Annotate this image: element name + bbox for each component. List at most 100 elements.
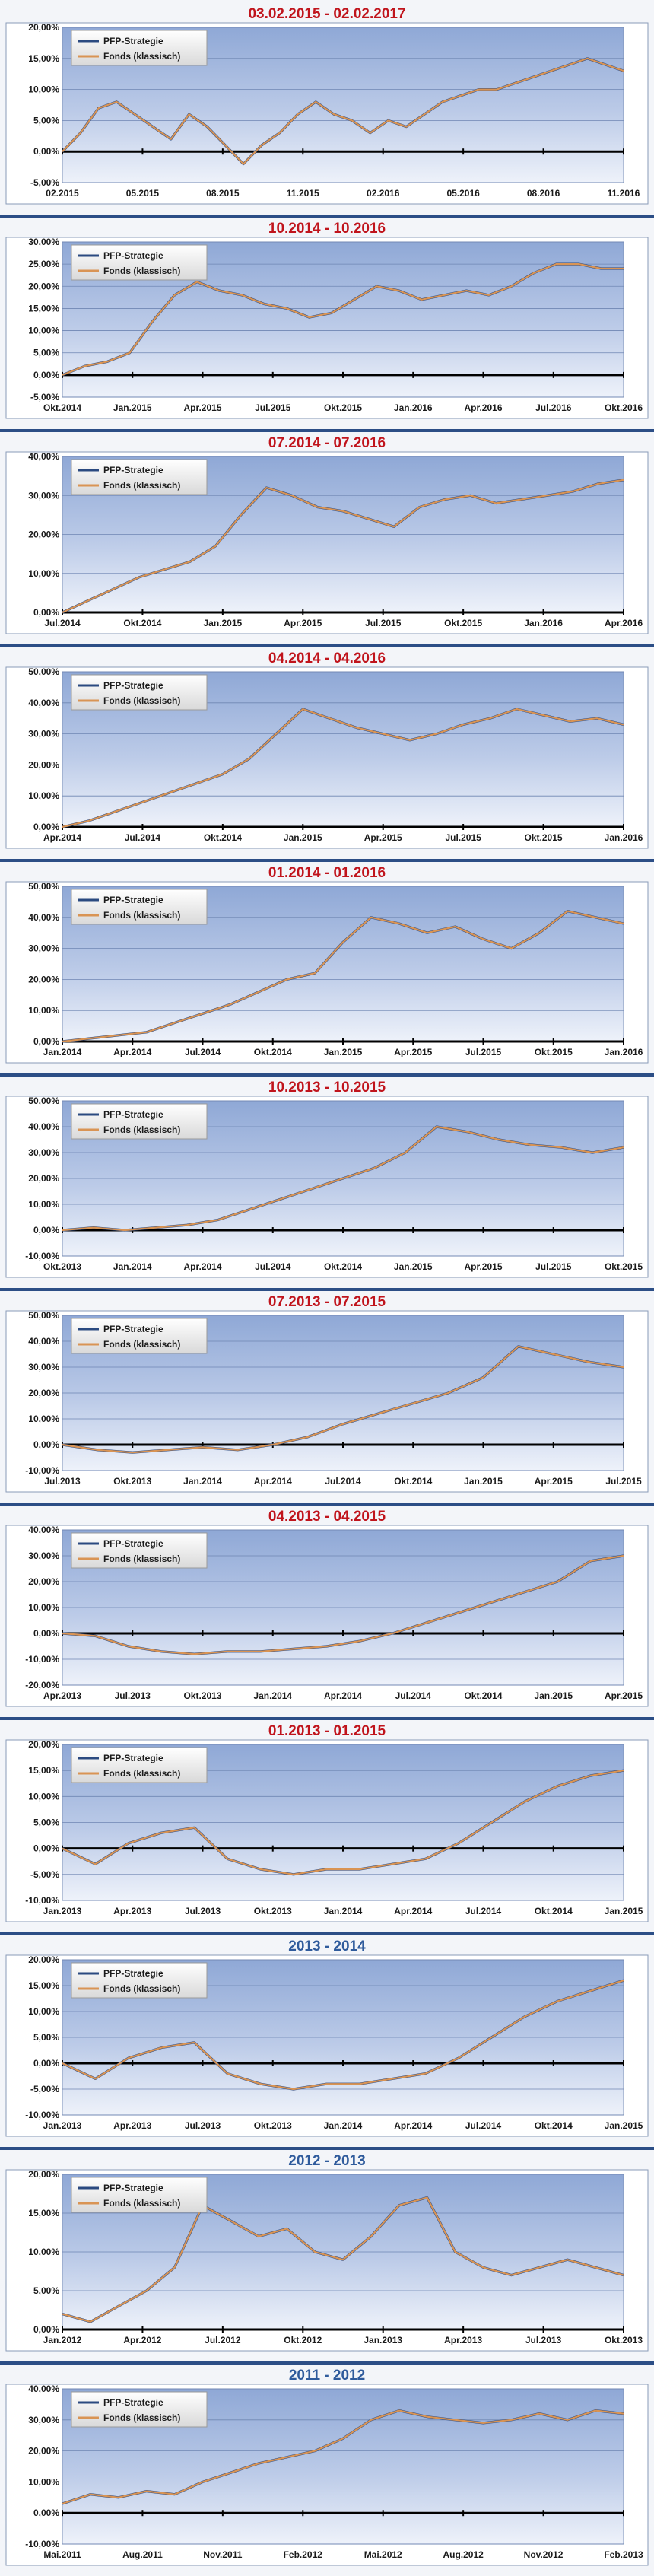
x-tick-label: Apr.2012: [123, 2335, 161, 2345]
x-tick-label: Okt.2013: [183, 1690, 221, 1701]
y-tick-label: 50,00%: [28, 1096, 59, 1106]
x-tick-label: Jul.2013: [115, 1690, 151, 1701]
chart-panel-5: 01.2014 - 01.2016 0,00% 10,00% 20,00% 30,00%…: [0, 859, 654, 1073]
x-tick-label: Jul.2013: [185, 1906, 221, 1916]
y-tick-label: 20,00%: [28, 1954, 59, 1965]
x-tick-label: Okt.2013: [113, 1476, 151, 1487]
chart-title: 07.2013 - 07.2015: [268, 1294, 386, 1310]
chart-title: 2011 - 2012: [288, 2368, 366, 2384]
x-tick-label: Jul.2015: [255, 402, 291, 413]
y-tick-label: 40,00%: [28, 2384, 59, 2394]
x-tick-label: Jan.2014: [113, 1261, 152, 1272]
panel-separator: [0, 215, 654, 218]
y-tick-label: 20,00%: [28, 530, 59, 540]
x-tick-label: Jan.2013: [43, 2120, 82, 2131]
legend: [71, 30, 208, 66]
y-tick-label: 30,00%: [28, 237, 59, 247]
legend-label: Fonds (klassisch): [103, 695, 180, 706]
x-tick-label: Okt.2016: [605, 402, 643, 413]
x-tick-label: Okt.2014: [254, 1047, 292, 1057]
legend-label: PFP-Strategie: [103, 895, 164, 905]
panel-separator: [0, 1503, 654, 1506]
series-line-fonds-klassisch: [62, 1770, 624, 1875]
series-line-fonds-klassisch: [62, 57, 624, 165]
y-tick-label: 5,00%: [33, 2285, 59, 2296]
y-tick-label: 5,00%: [33, 115, 59, 126]
x-tick-label: Nov.2012: [524, 2549, 564, 2560]
y-tick-label: 40,00%: [28, 451, 59, 462]
x-tick-label: Jul.2015: [465, 1047, 502, 1057]
x-tick-label: 02.2015: [46, 188, 79, 199]
y-tick-label: 5,00%: [33, 2032, 59, 2043]
x-tick-label: 08.2016: [527, 188, 560, 199]
x-tick-label: Apr.2015: [535, 1476, 573, 1487]
y-tick-label: 15,00%: [28, 303, 59, 313]
y-tick-label: 20,00%: [28, 1388, 59, 1398]
y-tick-label: 40,00%: [28, 1525, 59, 1535]
x-tick-label: Okt.2014: [43, 402, 81, 413]
chart-title: 01.2014 - 01.2016: [268, 865, 386, 881]
legend-label: PFP-Strategie: [103, 2397, 164, 2408]
y-tick-label: -10,00%: [25, 1895, 59, 1906]
x-tick-label: Okt.2014: [535, 1906, 573, 1916]
y-tick-label: 0,00%: [33, 2058, 59, 2069]
x-tick-label: Okt.2013: [254, 2120, 292, 2131]
series-line-fonds-klassisch: [62, 1980, 624, 2091]
x-tick-label: Apr.2015: [183, 402, 221, 413]
y-tick-label: 5,00%: [33, 348, 59, 358]
y-tick-label: 25,00%: [28, 259, 59, 269]
y-tick-label: 40,00%: [28, 698, 59, 708]
x-tick-label: Mai.2011: [43, 2549, 81, 2560]
x-tick-label: Jul.2013: [525, 2335, 562, 2345]
line-chart: -5,00% 0,00% 5,00% 10,00% 15,00% 20,00% 02.201…: [5, 22, 649, 205]
chart-title: 07.2014 - 07.2016: [268, 435, 386, 451]
x-tick-label: Apr.2014: [254, 1476, 292, 1487]
y-tick-label: -5,00%: [30, 1869, 59, 1880]
x-tick-label: Jul.2014: [125, 832, 161, 843]
y-tick-label: -10,00%: [25, 1654, 59, 1665]
legend-label: Fonds (klassisch): [103, 2412, 180, 2423]
x-tick-label: Okt.2014: [535, 2120, 573, 2131]
chart-title: 10.2013 - 10.2015: [268, 1080, 386, 1096]
x-tick-label: Jul.2014: [465, 1906, 502, 1916]
y-tick-label: 0,00%: [33, 822, 59, 832]
x-tick-label: Jan.2016: [394, 402, 433, 413]
legend-label: Fonds (klassisch): [103, 266, 180, 276]
y-tick-label: 10,00%: [28, 1414, 59, 1424]
chart-panel-3: 07.2014 - 07.2016 0,00% 10,00% 20,00% 30,00%…: [0, 429, 654, 644]
legend: [71, 459, 208, 495]
x-tick-label: Jan.2015: [464, 1476, 503, 1487]
y-tick-label: 15,00%: [28, 1980, 59, 1991]
y-tick-label: 0,00%: [33, 146, 59, 157]
y-tick-label: 40,00%: [28, 1121, 59, 1132]
legend-label: PFP-Strategie: [103, 465, 164, 475]
x-tick-label: Jul.2013: [44, 1476, 81, 1487]
panel-separator: [0, 1932, 654, 1935]
chart-panel-9: 01.2013 - 01.2015 -10,00% -5,00% 0,00% 5,00%…: [0, 1717, 654, 1932]
legend-label: Fonds (klassisch): [103, 1124, 180, 1135]
y-tick-label: -10,00%: [25, 2539, 59, 2549]
series-line-fonds-klassisch: [62, 2196, 624, 2323]
panel-separator: [0, 2361, 654, 2365]
y-tick-label: 20,00%: [28, 759, 59, 770]
y-tick-label: 30,00%: [28, 729, 59, 739]
series-line-fonds-klassisch: [62, 708, 624, 828]
y-tick-label: 30,00%: [28, 1147, 59, 1158]
x-tick-label: Jan.2016: [605, 1047, 643, 1057]
x-tick-label: Jul.2015: [445, 832, 481, 843]
x-tick-label: Jan.2015: [534, 1690, 573, 1701]
x-tick-label: Okt.2015: [535, 1047, 573, 1057]
line-chart: -5,00% 0,00% 5,00% 10,00% 15,00% 20,00% 25,00%…: [5, 237, 649, 419]
x-tick-label: Okt.2014: [204, 832, 242, 843]
x-tick-label: Okt.2014: [394, 1476, 432, 1487]
y-tick-label: 10,00%: [28, 1791, 59, 1802]
legend-label: PFP-Strategie: [103, 1753, 164, 1763]
chart-title: 01.2013 - 01.2015: [268, 1723, 386, 1739]
chart-title: 2012 - 2013: [288, 2153, 366, 2169]
chart-panel-10: 2013 - 2014 -10,00% -5,00% 0,00% 5,00% 10,00%…: [0, 1932, 654, 2147]
x-tick-label: Feb.2013: [604, 2549, 643, 2560]
y-tick-label: -5,00%: [30, 392, 59, 402]
x-tick-label: Okt.2013: [254, 1906, 292, 1916]
x-tick-label: Jul.2014: [465, 2120, 502, 2131]
x-tick-label: Jan.2014: [43, 1047, 82, 1057]
